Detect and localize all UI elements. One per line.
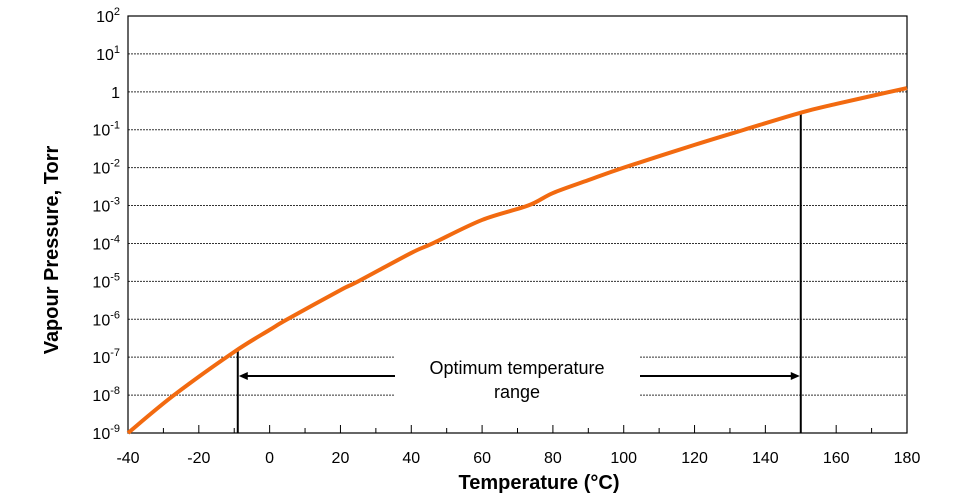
x-tick-label: 80: [544, 450, 562, 467]
y-tick-label: 10-9: [92, 423, 120, 443]
x-tick-label: -40: [116, 450, 139, 467]
left-arrow-head: [238, 372, 248, 380]
annotation-line-2: range: [494, 382, 540, 402]
y-tick-label: 10-4: [92, 233, 120, 253]
y-tick-label: 102: [96, 6, 120, 26]
x-tick-label: 120: [681, 450, 708, 467]
range-annotation: [236, 112, 802, 433]
y-tick-label: 10-1: [92, 120, 120, 140]
x-tick-label: 20: [332, 450, 350, 467]
right-arrow-head: [790, 372, 800, 380]
y-axis-label: Vapour Pressure, Torr: [41, 145, 63, 354]
y-tick-label: 10-3: [92, 196, 120, 216]
y-tick-label: 10-8: [92, 385, 120, 405]
x-tick-label: 180: [894, 450, 921, 467]
x-tick-label: 160: [823, 450, 850, 467]
y-tick-label: 101: [96, 44, 120, 64]
x-tick-label: -20: [187, 450, 210, 467]
x-tick-label: 0: [265, 450, 274, 467]
x-tick-label: 140: [752, 450, 779, 467]
x-tick-label: 60: [473, 450, 491, 467]
annotation-line-1: Optimum temperature: [429, 358, 604, 378]
x-tick-label: 100: [610, 450, 637, 467]
axis-ticks: 102 101 1 10-1 10-2 10-3 10-4 10-5 10-6 10-7 10-8 1…: [92, 6, 920, 467]
y-tick-label: 10-6: [92, 309, 120, 329]
x-tick-label: 40: [402, 450, 420, 467]
x-axis-label: Temperature (°C): [459, 472, 620, 494]
plot-frame: [127, 15, 908, 434]
y-tick-label: 10-2: [92, 158, 120, 178]
series-line: [126, 86, 908, 435]
y-tick-label: 10-7: [92, 347, 120, 367]
y-tick-label: 10-5: [92, 271, 120, 291]
gridlines: [128, 53, 907, 396]
y-tick-label: 1: [111, 85, 120, 102]
